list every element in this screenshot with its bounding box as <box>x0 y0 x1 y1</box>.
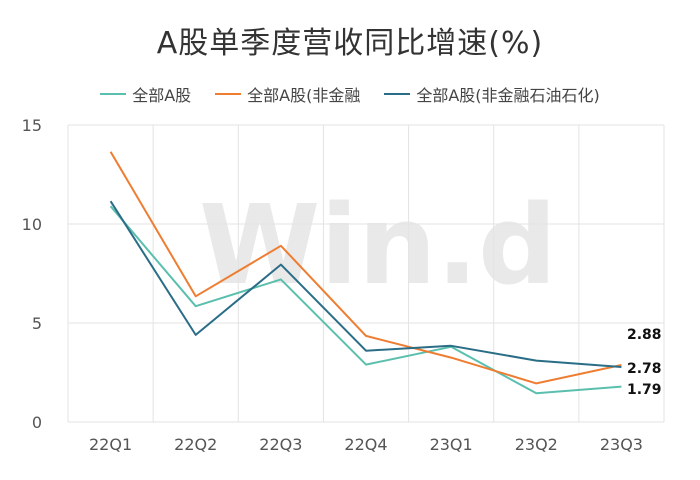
legend-item-3: 全部A股(非金融石油石化) <box>384 82 600 106</box>
legend-swatch <box>100 93 127 95</box>
series-line-3 <box>109 200 622 368</box>
legend-item-2: 全部A股(非金融 <box>215 82 360 106</box>
legend-label: 全部A股(非金融 <box>247 86 361 105</box>
legend-label: 全部A股 <box>132 86 192 105</box>
y-tick-label: 0 <box>32 413 42 432</box>
legend: 全部A股 全部A股(非金融 全部A股(非金融石油石化) <box>0 82 700 106</box>
x-tick-label: 22Q1 <box>89 435 132 454</box>
data-label: 2.78 <box>627 361 662 377</box>
series-line-2 <box>109 151 622 385</box>
y-tick-label: 15 <box>22 116 42 135</box>
x-tick-label: 22Q2 <box>174 435 217 454</box>
legend-label: 全部A股(非金融石油石化) <box>416 86 600 105</box>
chart-title: A股单季度营收同比增速(%) <box>156 26 544 61</box>
legend-swatch <box>384 93 411 95</box>
series-line-1 <box>109 205 622 395</box>
x-tick-label: 22Q4 <box>344 435 387 454</box>
legend-swatch <box>215 93 242 95</box>
x-tick-label: 22Q3 <box>259 435 302 454</box>
x-tick-label: 23Q2 <box>515 435 558 454</box>
legend-item-1: 全部A股 <box>100 82 191 106</box>
watermark: Win.d <box>199 181 557 309</box>
x-tick-label: 23Q1 <box>430 435 473 454</box>
x-tick-label: 23Q3 <box>600 435 643 454</box>
y-tick-label: 5 <box>32 314 42 333</box>
data-label: 2.88 <box>627 327 662 343</box>
data-label: 1.79 <box>627 382 662 398</box>
y-tick-label: 10 <box>22 215 42 234</box>
